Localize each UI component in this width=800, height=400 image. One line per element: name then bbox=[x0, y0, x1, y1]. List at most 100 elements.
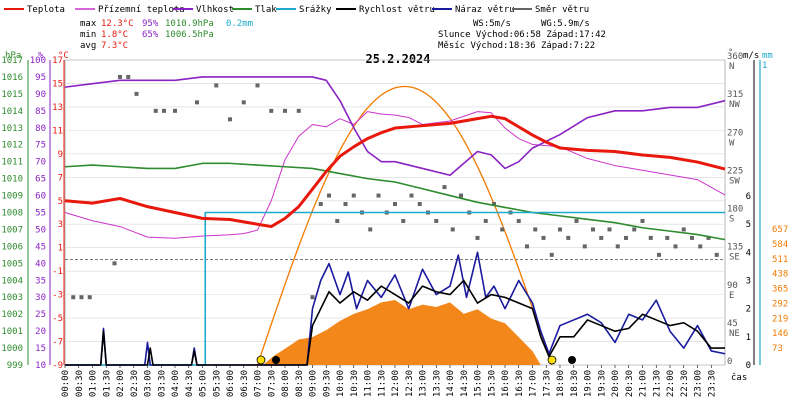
smer-vetru-point bbox=[126, 74, 131, 79]
dir-label: NW bbox=[729, 100, 740, 110]
pct-tick-label: 95 bbox=[35, 73, 46, 83]
legend-item-vlhkost: Vlhkost bbox=[173, 5, 234, 15]
pct-tick-label: 90 bbox=[35, 90, 46, 100]
x-tick-label: 22:00 bbox=[666, 370, 676, 397]
legend-item-naraz-vetru: Náraz větru bbox=[432, 5, 515, 15]
smer-vetru-point bbox=[195, 100, 199, 105]
hpa-tick-label: 1017 bbox=[1, 56, 23, 66]
ms-tick-label: 2 bbox=[746, 305, 751, 315]
stats-max-label: max bbox=[80, 19, 97, 29]
wm2-tick-label: 657 bbox=[772, 225, 788, 235]
deg-tick-label: 360 bbox=[727, 52, 743, 62]
x-tick-label: 10:30 bbox=[350, 370, 360, 397]
hpa-axis-title: hPa bbox=[5, 51, 21, 61]
pct-tick-label: 25 bbox=[35, 310, 46, 320]
c-tick-label: 11 bbox=[52, 126, 63, 136]
legend-label: Srážky bbox=[299, 5, 332, 15]
x-tick-label: 11:30 bbox=[377, 370, 387, 397]
ms-tick-label: 1 bbox=[746, 333, 751, 343]
x-tick-label: 13:30 bbox=[432, 370, 442, 397]
dir-label: W bbox=[729, 138, 735, 148]
smer-vetru-point bbox=[335, 218, 340, 223]
deg-tick-label: 0 bbox=[727, 357, 732, 367]
teplota-line bbox=[64, 114, 726, 229]
x-tick-label: 08:00 bbox=[281, 370, 291, 397]
hpa-tick-label: 1015 bbox=[1, 90, 23, 100]
deg-tick-label: 225 bbox=[727, 166, 743, 176]
stats-block: max 12.3°C 95% 1010.9hPa 0.2mm min 1.8°C… bbox=[80, 19, 606, 51]
smer-vetru-point bbox=[483, 218, 488, 223]
hpa-tick-label: 1009 bbox=[1, 192, 23, 202]
smer-vetru-point bbox=[698, 244, 703, 249]
smer-vetru-point bbox=[541, 235, 546, 240]
moonrise-icon bbox=[568, 356, 576, 364]
x-tick-label: 23:00 bbox=[694, 370, 704, 397]
x-tick-label: 15:30 bbox=[487, 370, 497, 397]
x-tick-label: 17:30 bbox=[542, 370, 552, 397]
hpa-tick-label: 1011 bbox=[1, 158, 23, 168]
tlak-line bbox=[64, 162, 726, 241]
sun-arc-line bbox=[256, 85, 553, 366]
smer-vetru-point bbox=[607, 227, 612, 232]
wm2-tick-label: 292 bbox=[772, 299, 788, 309]
hpa-tick-label: 1008 bbox=[1, 209, 23, 219]
x-tick-label: 15:00 bbox=[474, 370, 484, 397]
legend-label: Přízemní teplota bbox=[98, 5, 185, 15]
ms-tick-label: 0 bbox=[746, 361, 751, 371]
pct-tick-label: 40 bbox=[35, 259, 46, 269]
ms-tick-label: 3 bbox=[746, 277, 751, 287]
x-tick-label: 20:30 bbox=[625, 370, 635, 397]
smer-vetru-point bbox=[442, 185, 447, 190]
smer-vetru-point bbox=[475, 235, 480, 240]
x-tick-label: 19:30 bbox=[597, 370, 607, 397]
dir-label: S bbox=[729, 215, 734, 225]
x-tick-label: 16:30 bbox=[515, 370, 525, 397]
x-tick-label: 20:00 bbox=[611, 370, 621, 397]
smer-vetru-point bbox=[87, 295, 92, 300]
smer-vetru-point bbox=[162, 108, 166, 113]
smer-vetru-point bbox=[351, 193, 356, 198]
smer-vetru-point bbox=[71, 295, 76, 300]
x-tick-label: 05:30 bbox=[212, 370, 222, 397]
smer-vetru-point bbox=[681, 227, 686, 232]
deg-axis-title: ° bbox=[728, 48, 733, 58]
pct-tick-label: 35 bbox=[35, 276, 46, 286]
x-tick-label: 08:30 bbox=[295, 370, 305, 397]
x-tick-label: 06:30 bbox=[240, 370, 250, 397]
smer-vetru-point bbox=[327, 193, 331, 198]
smer-vetru-point bbox=[632, 227, 637, 232]
pct-tick-label: 100 bbox=[30, 56, 46, 66]
smer-vetru-point bbox=[533, 227, 538, 232]
wm2-tick-label: 511 bbox=[772, 255, 788, 265]
hpa-tick-label: 1001 bbox=[1, 327, 23, 337]
x-tick-label: 06:00 bbox=[226, 370, 236, 397]
wm2-tick-label: 73 bbox=[772, 344, 783, 354]
stats-min-hum: 65% bbox=[142, 30, 159, 40]
ms-tick-label: 4 bbox=[746, 248, 751, 258]
hpa-tick-label: 1000 bbox=[1, 344, 23, 354]
hpa-tick-label: 1005 bbox=[1, 259, 23, 269]
smer-vetru-point bbox=[134, 91, 139, 96]
axis-ticks: 1017101610151014101310121011101010091008… bbox=[1, 52, 788, 397]
x-tick-label: 22:30 bbox=[680, 370, 690, 397]
c-tick-label: -1 bbox=[52, 267, 63, 277]
smer-vetru-point bbox=[690, 235, 694, 240]
mm-top-tick: 1 bbox=[762, 61, 767, 71]
smer-vetru-point bbox=[401, 218, 406, 223]
pct-tick-label: 80 bbox=[35, 124, 46, 134]
smer-vetru-point bbox=[615, 244, 620, 249]
stats-sun: Slunce Východ:06:58 Západ:17:42 bbox=[438, 30, 606, 40]
ms-tick-label: 5 bbox=[746, 220, 751, 230]
wm2-tick-label: 365 bbox=[772, 285, 788, 295]
smer-vetru-point bbox=[269, 108, 274, 113]
x-tick-label: 09:00 bbox=[309, 370, 319, 397]
legend-item-smer-vetru: Směr větru bbox=[512, 5, 589, 15]
c-tick-label: 15 bbox=[52, 79, 63, 89]
hpa-tick-label: 1004 bbox=[1, 276, 23, 286]
prizemni-teplota-line bbox=[64, 111, 726, 239]
stats-max-press: 1010.9hPa bbox=[165, 19, 214, 29]
smer-vetru-point bbox=[368, 227, 373, 232]
smer-vetru-point bbox=[296, 108, 301, 113]
smer-vetru-point bbox=[648, 235, 653, 240]
legend-label: Teplota bbox=[27, 5, 65, 15]
